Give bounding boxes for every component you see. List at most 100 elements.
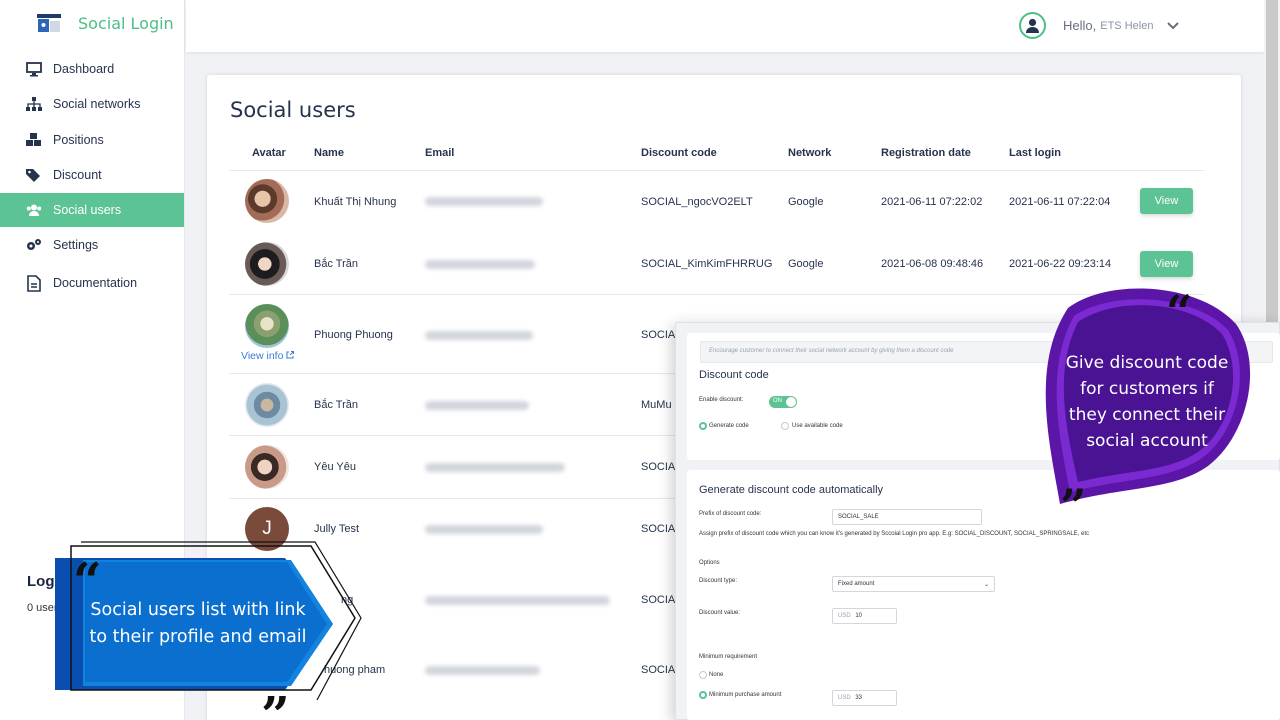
- login-stats-count: 0 user: [27, 602, 58, 614]
- discount-code-title: Discount code: [699, 369, 769, 381]
- network: Google: [788, 196, 824, 208]
- enable-discount-toggle[interactable]: ON: [769, 396, 797, 408]
- minimum-purchase-input[interactable]: USD 33: [832, 690, 897, 706]
- right-callout-text: Give discount code for customers if they…: [1065, 353, 1229, 451]
- avatar: [245, 179, 289, 223]
- view-button[interactable]: View: [1140, 188, 1193, 214]
- user-email-blurred: [425, 666, 540, 675]
- avatar: [245, 304, 289, 348]
- document-icon: [26, 274, 42, 292]
- prefix-help: Assign prefix of discount code which you…: [699, 531, 1090, 537]
- view-info-link[interactable]: View info: [241, 350, 295, 362]
- sidebar-item-documentation[interactable]: Documentation: [0, 266, 184, 300]
- view-button[interactable]: View: [1140, 251, 1193, 277]
- user-name: Bắc Trần: [314, 258, 359, 270]
- brand-title: Social Login: [78, 13, 174, 33]
- prefix-label: Prefix of discount code:: [699, 511, 762, 517]
- sidebar-item-settings[interactable]: Settings: [0, 228, 184, 262]
- minimum-purchase-label: Minimum purchase amount: [709, 692, 782, 698]
- column-header-email: Email: [425, 147, 455, 159]
- user-email-blurred: [425, 197, 543, 206]
- options-label: Options: [699, 560, 720, 566]
- svg-text:”: ”: [1060, 479, 1086, 516]
- sidebar-item-label: Social networks: [53, 97, 141, 111]
- top-bar: [186, 0, 1264, 52]
- sidebar-item-dashboard[interactable]: Dashboard: [0, 52, 184, 86]
- sidebar-item-social-users[interactable]: Social users: [0, 193, 184, 227]
- social-login-logo-icon: [37, 14, 61, 32]
- sidebar-item-label: Positions: [53, 133, 104, 147]
- user-email-blurred: [425, 596, 610, 605]
- discount-code: SOCIAL_ngocVO2ELT: [641, 196, 753, 208]
- page-title: Social users: [230, 98, 356, 122]
- sidebar-item-label: Social users: [53, 203, 122, 217]
- brand[interactable]: Social Login: [36, 12, 174, 34]
- external-link-icon: [286, 350, 295, 362]
- user-avatar-icon: [1019, 12, 1046, 39]
- discount-code: SOCIAL: [641, 523, 682, 535]
- chevron-down-icon[interactable]: [1167, 17, 1180, 35]
- generate-discount-title: Generate discount code automatically: [699, 484, 884, 496]
- user-name: Jully Test: [314, 523, 360, 535]
- row-divider: [229, 294, 1204, 295]
- row-divider: [229, 170, 1204, 171]
- user-email-blurred: [425, 463, 565, 472]
- user-email-blurred: [425, 331, 533, 340]
- left-callout-banner: “ ”: [55, 541, 362, 710]
- last-login: 2021-06-22 09:23:14: [1009, 258, 1112, 270]
- discount-code: SOCIAL: [641, 594, 682, 606]
- monitor-icon: [26, 61, 42, 77]
- prefix-input[interactable]: SOCIAL_SALE: [832, 509, 982, 525]
- svg-text:“: “: [73, 551, 102, 610]
- user-email-blurred: [425, 260, 535, 269]
- generate-code-radio[interactable]: [699, 422, 707, 430]
- sidebar-item-label: Dashboard: [53, 62, 115, 76]
- discount-type-select[interactable]: Fixed amount ⌄: [832, 576, 995, 592]
- user-name: Bắc Trần: [314, 399, 359, 411]
- column-header-avatar: Avatar: [252, 147, 286, 159]
- minimum-purchase-value: 33: [855, 695, 863, 701]
- left-callout-text: Social users list with link to their pro…: [89, 600, 307, 647]
- user-email-blurred: [425, 525, 543, 534]
- user-name: Yêu Yêu: [314, 461, 357, 473]
- gears-icon: [26, 237, 42, 253]
- sidebar-item-social-networks[interactable]: Social networks: [0, 87, 184, 121]
- none-label: None: [709, 672, 724, 678]
- use-available-code-label: Use available code: [792, 423, 843, 429]
- generate-discount-card: [687, 470, 1280, 720]
- user-name: Khuất Thị Nhung: [314, 196, 397, 208]
- svg-text:“: “: [1166, 286, 1192, 339]
- column-header-network: Network: [788, 147, 832, 159]
- discount-code: SOCIAL: [641, 461, 682, 473]
- sidebar-item-discount[interactable]: Discount: [0, 158, 184, 192]
- none-radio[interactable]: [699, 671, 707, 679]
- user-email-blurred: [425, 401, 529, 410]
- svg-text:”: ”: [261, 685, 290, 710]
- discount-code: SOCIAL: [641, 329, 682, 341]
- column-header-discount-code: Discount code: [641, 147, 717, 159]
- currency-label: USD: [838, 613, 851, 619]
- user-name: ETS Helen: [1100, 19, 1154, 32]
- network-icon: [26, 96, 42, 112]
- discount-value-input[interactable]: USD 10: [832, 608, 897, 624]
- column-header-registration-date: Registration date: [881, 147, 971, 159]
- avatar: J: [245, 507, 289, 551]
- discount-value: 10: [855, 613, 863, 619]
- avatar: [245, 445, 289, 489]
- right-callout-bubble: “ ”: [1045, 286, 1251, 516]
- user-name: huong pham: [324, 664, 386, 676]
- user-menu[interactable]: Hello, ETS Helen: [1019, 12, 1180, 39]
- chevron-down-icon: ⌄: [983, 582, 989, 588]
- view-info-label: View info: [241, 350, 284, 362]
- registration-date: 2021-06-11 07:22:02: [881, 196, 983, 208]
- sidebar-item-positions[interactable]: Positions: [0, 123, 184, 157]
- use-available-code-radio[interactable]: [781, 422, 789, 430]
- minimum-requirement-label: Minimum requirement: [699, 654, 758, 660]
- minimum-purchase-radio[interactable]: [699, 691, 707, 699]
- login-stats-title: Logi: [27, 573, 59, 590]
- discount-code: SOCIAL: [641, 664, 682, 676]
- enable-discount-label: Enable discount:: [699, 397, 744, 403]
- generate-code-label: Generate code: [709, 423, 749, 429]
- sidebar-item-label: Documentation: [53, 276, 138, 290]
- discount-code: SOCIAL_KimKimFHRRUG: [641, 258, 773, 270]
